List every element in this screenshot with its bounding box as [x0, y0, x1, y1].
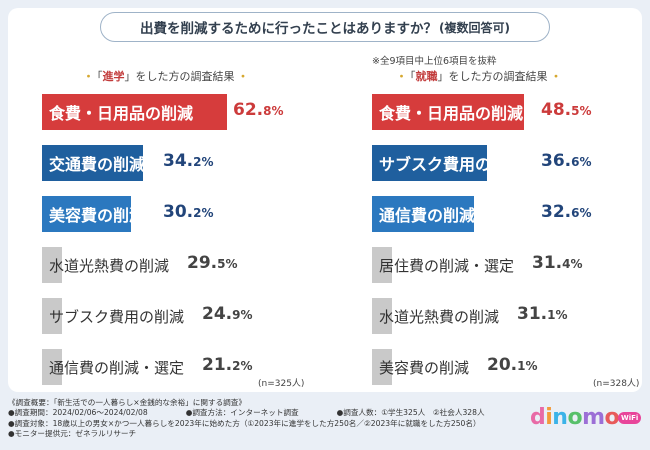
value-label: 32.6% [541, 202, 592, 222]
title-sub: (複数回答可) [439, 20, 510, 35]
value-label: 34.2% [163, 151, 214, 171]
bar [372, 145, 487, 181]
title-main: 出費を削減するために行ったことはありますか？ [140, 21, 437, 37]
value-label: 36.6% [541, 151, 592, 171]
bar-label: 美容費の削減 [379, 358, 470, 377]
wifi-badge: WiFi [618, 412, 642, 424]
value-label: 20.1% [487, 355, 538, 375]
bar-label: 水道光熱費の削減 [49, 256, 170, 275]
footer-line: ●モニター提供元：ゼネラルリサーチ [8, 429, 137, 439]
bar [42, 196, 131, 232]
chart-title: 出費を削減するために行ったことはありますか？ (複数回答可) [100, 12, 550, 42]
bar-label: サブスク費用の削減 [379, 155, 524, 174]
value-label: 31.4% [532, 253, 583, 273]
bar [42, 349, 62, 385]
footer-line: ●調査対象：18歳以上の男女×かつ一人暮らしを2023年に始めた方（①2023年… [8, 418, 481, 428]
bar [372, 298, 392, 334]
bar-label: 水道光熱費の削減 [379, 307, 500, 326]
bar-label: 通信費の削減・選定 [379, 206, 524, 225]
value-label: 30.2% [163, 202, 214, 222]
bar-label: 食費・日用品の削減 [49, 104, 194, 123]
bar [372, 349, 392, 385]
n-note-right: (n=328人) [593, 379, 640, 389]
footer-line: ●調査期間：2024/02/06〜2024/02/08 ●調査方法：インターネッ… [8, 408, 485, 418]
bar [372, 94, 524, 130]
footer-line: 《調査概要：「新生活での一人暮らし×金銭的な余裕」に関する調査》 [8, 398, 246, 407]
survey-footer: 《調査概要：「新生活での一人暮らし×金銭的な余裕」に関する調査》 ●調査期間：2… [8, 398, 485, 440]
value-label: 21.2% [202, 355, 253, 375]
bar-label: 食費・日用品の削減 [379, 104, 524, 123]
bar [42, 145, 143, 181]
bar-label: 交通費の削減 [49, 155, 146, 174]
bar-label: サブスク費用の削減 [49, 307, 185, 326]
value-label: 24.9% [202, 304, 253, 324]
n-note-left: (n=325人) [258, 379, 305, 389]
dinomo-logo: dinomo [530, 405, 620, 430]
section-title-right: ・「就職」をした方の調査結果・ [396, 70, 562, 83]
bar-label: 美容費の削減 [49, 206, 146, 225]
value-label: 48.5% [541, 100, 592, 120]
bar [42, 298, 62, 334]
bar-label: 居住費の削減・選定 [379, 256, 515, 275]
bar [42, 94, 227, 130]
value-label: 29.5% [187, 253, 238, 273]
note-text: ※全9項目中上位6項目を抜粋 [372, 56, 497, 67]
bar-label: 通信費の削減・選定 [49, 358, 185, 377]
value-label: 31.1% [517, 304, 568, 324]
section-title-left: ・「進学」をした方の調査結果・ [83, 70, 249, 83]
bar [372, 247, 392, 283]
bar [42, 247, 62, 283]
bar [372, 196, 474, 232]
value-label: 62.8% [233, 100, 284, 120]
